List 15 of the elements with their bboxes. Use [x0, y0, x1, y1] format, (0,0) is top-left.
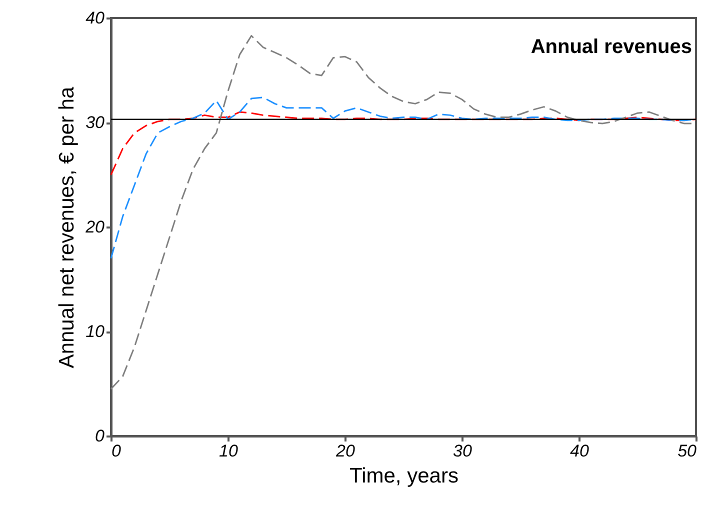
y-axis-title: Annual net revenues, € per ha [56, 86, 79, 368]
y-tick-label: 30 [86, 113, 106, 132]
x-tick-label: 50 [678, 442, 698, 460]
x-tick-label: 10 [219, 442, 238, 460]
y-tick-label: 0 [95, 426, 106, 446]
x-tick-label: 0 [112, 442, 122, 460]
y-tick-label: 20 [84, 218, 106, 236]
line-series [110, 111, 697, 176]
x-tick-label: 30 [453, 442, 472, 460]
text: Annual revenues [530, 36, 692, 58]
y-tick-label: 10 [86, 322, 106, 341]
x-tick-label: 20 [335, 442, 356, 460]
x-axis-title: Time, years [350, 464, 458, 488]
x-tick-label: 40 [570, 442, 590, 460]
y-tick-label: 40 [86, 8, 106, 28]
